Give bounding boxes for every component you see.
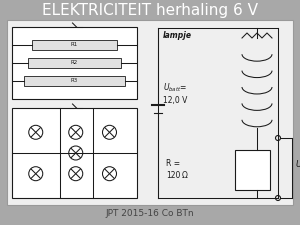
Text: JPT 2015-16 Co BTn: JPT 2015-16 Co BTn [106,209,194,218]
Bar [7,20,293,205]
Bar [12,108,137,198]
Bar [235,150,270,190]
Text: lampje: lampje [163,32,192,40]
Text: R1: R1 [71,43,78,47]
Text: $\Omega$: $\Omega$ [181,169,188,180]
Text: $U_{uit}$: $U_{uit}$ [295,159,300,171]
Text: R2: R2 [71,61,78,65]
Text: R3: R3 [71,79,78,83]
Bar [12,27,137,99]
Text: $U_{batt}$=: $U_{batt}$= [163,82,187,94]
Text: 120: 120 [166,171,180,180]
Text: R =: R = [166,158,180,167]
Bar [28,58,121,68]
Bar [24,76,125,86]
Bar [32,40,117,50]
Text: 12,0 V: 12,0 V [163,95,188,104]
Text: ELEKTRICITEIT herhaling 6 V: ELEKTRICITEIT herhaling 6 V [42,4,258,18]
